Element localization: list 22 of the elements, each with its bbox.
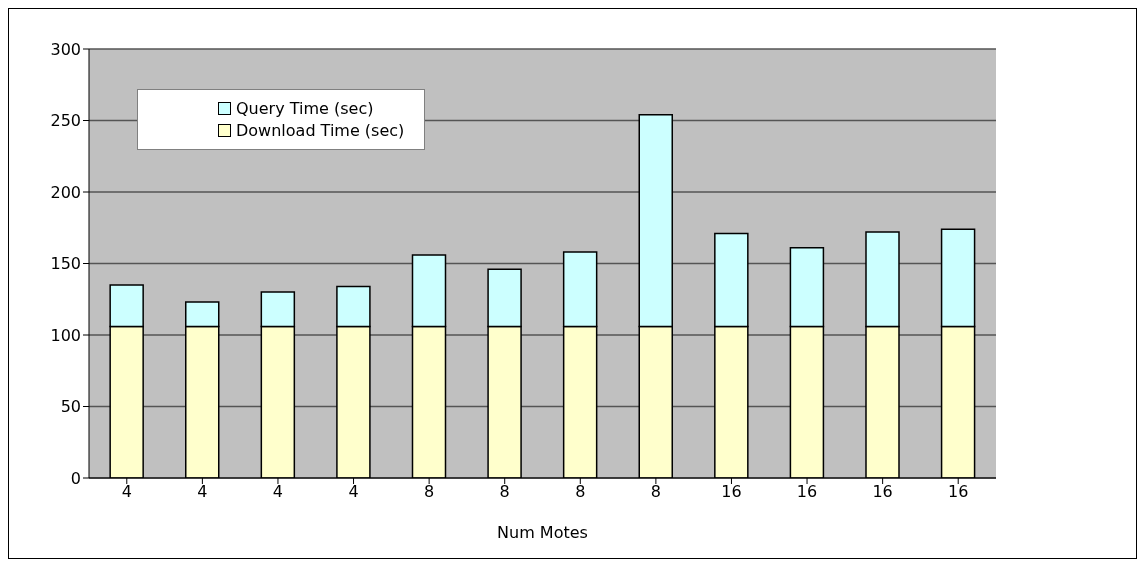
legend-label: Query Time (sec) bbox=[236, 99, 374, 118]
x-tick-label: 8 bbox=[650, 482, 661, 502]
x-tick-label: 16 bbox=[872, 482, 893, 502]
y-tick-label: 0 bbox=[70, 468, 81, 488]
x-tick-label: 4 bbox=[272, 482, 284, 502]
x-tick-label: 8 bbox=[575, 482, 586, 502]
x-tick-label: 16 bbox=[796, 482, 818, 502]
x-tick-label: 8 bbox=[424, 482, 435, 502]
x-tick-label: 4 bbox=[348, 482, 359, 502]
x-tick-label: 16 bbox=[721, 482, 742, 502]
y-tick-label: 200 bbox=[50, 182, 81, 202]
x-tick-label: 8 bbox=[499, 482, 510, 502]
y-tick-label: 50 bbox=[60, 397, 81, 417]
legend-label: Download Time (sec) bbox=[236, 121, 405, 140]
x-tick-label: 4 bbox=[121, 482, 132, 502]
x-tick-label: 16 bbox=[948, 482, 969, 502]
x-axis-title: Num Motes bbox=[497, 523, 588, 542]
y-tick-label: 300 bbox=[50, 39, 81, 59]
y-tick-label: 150 bbox=[50, 254, 81, 274]
x-tick-label: 4 bbox=[197, 482, 208, 502]
y-tick-label: 100 bbox=[50, 325, 81, 345]
y-tick-label: 250 bbox=[50, 111, 81, 131]
